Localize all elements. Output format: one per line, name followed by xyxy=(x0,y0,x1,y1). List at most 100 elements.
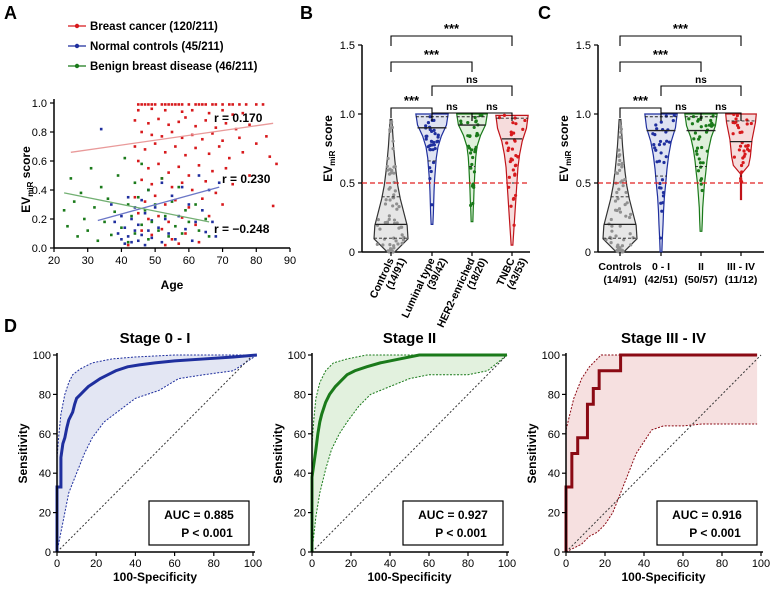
data-point-cancer xyxy=(197,103,201,106)
data-point-cancer xyxy=(224,166,228,170)
data-point-cancer xyxy=(167,171,170,174)
data-point-cancer xyxy=(143,148,147,151)
violin-data-point xyxy=(661,190,666,195)
violin-data-point xyxy=(747,149,751,153)
violin-data-point xyxy=(424,137,428,141)
data-point-benign xyxy=(99,185,103,189)
data-point-cancer xyxy=(136,211,140,215)
violin-data-point xyxy=(431,160,436,165)
data-point-cancer xyxy=(248,123,251,127)
violin-data-point xyxy=(378,227,382,231)
violin-data-point xyxy=(653,133,657,137)
violin-data-point xyxy=(472,170,477,174)
y-tick-label: 20 xyxy=(39,508,51,520)
violin-data-point xyxy=(618,158,622,163)
data-point-cancer xyxy=(167,220,170,224)
violin-data-point xyxy=(433,132,437,136)
violin-data-point xyxy=(507,185,511,189)
y-tick-label: 0 xyxy=(554,547,560,559)
violin-data-point xyxy=(618,153,622,157)
violin-data-point xyxy=(471,201,475,206)
data-point-benign xyxy=(89,166,93,170)
y-tick-label: 1.5 xyxy=(576,40,591,52)
x-tick-label: 60 xyxy=(168,558,180,570)
data-point-cancer xyxy=(187,174,191,177)
violin-data-point xyxy=(387,217,391,222)
y-tick-label: 1.0 xyxy=(32,98,47,110)
violin-data-point xyxy=(614,171,618,175)
violin-data-point xyxy=(697,157,701,161)
data-point-cancer xyxy=(184,232,187,235)
p-value-label: P < 0.001 xyxy=(689,526,741,540)
data-point-cancer xyxy=(153,142,157,145)
data-point-benign xyxy=(120,226,123,229)
violin-data-point xyxy=(436,139,440,143)
x-tick-label: 30 xyxy=(82,255,94,267)
data-point-cancer xyxy=(187,206,191,209)
violin-data-point xyxy=(697,137,701,141)
x-category-label: 0 - I xyxy=(652,261,670,273)
violin-data-point xyxy=(468,151,473,155)
x-category-label: II xyxy=(698,261,704,273)
data-point-control xyxy=(126,235,130,238)
significance-bracket xyxy=(660,112,702,121)
violin-data-point xyxy=(705,149,709,153)
violin-data-point xyxy=(662,142,666,146)
confidence-upper-line xyxy=(565,354,758,552)
violin-data-point xyxy=(618,224,622,228)
data-point-cancer xyxy=(170,130,174,134)
regression-line xyxy=(63,192,210,223)
significance-label: ns xyxy=(715,102,727,113)
significance-bracket xyxy=(431,112,473,121)
violin-data-point xyxy=(428,147,432,152)
y-tick-label: 60 xyxy=(39,429,51,441)
auc-label: AUC = 0.885 xyxy=(164,508,234,522)
violin-data-point xyxy=(690,122,695,126)
data-point-cancer xyxy=(167,123,170,127)
data-point-cancer xyxy=(157,162,160,166)
data-point-cancer xyxy=(207,111,211,115)
violin-data-point xyxy=(742,149,746,153)
data-point-cancer xyxy=(207,214,211,218)
data-point-benign xyxy=(123,156,127,160)
violin-data-point xyxy=(432,118,436,122)
data-point-cancer xyxy=(150,182,154,186)
data-point-cancer xyxy=(180,181,184,185)
data-point-control xyxy=(113,220,116,224)
violin-data-point xyxy=(432,128,436,132)
confidence-upper-line xyxy=(56,354,257,552)
x-tick-label: 20 xyxy=(48,255,60,267)
legend-label: Normal controls (45/211) xyxy=(90,41,224,53)
y-tick-label: 0.4 xyxy=(32,185,47,197)
significance-bracket xyxy=(390,35,513,46)
data-point-cancer xyxy=(201,137,204,141)
data-point-cancer xyxy=(147,103,150,106)
violin-data-point xyxy=(621,184,625,188)
confidence-lower-line xyxy=(311,354,508,553)
data-point-control xyxy=(153,206,157,209)
x-axis-title: 100-Specificity xyxy=(113,570,197,584)
data-point-benign xyxy=(106,197,110,200)
data-point-benign xyxy=(204,217,208,221)
violin-data-point xyxy=(661,201,665,205)
roc-curve xyxy=(564,353,758,552)
data-point-control xyxy=(197,174,201,177)
violin-data-point xyxy=(664,130,668,134)
data-point-cancer xyxy=(136,103,140,106)
violin-data-point xyxy=(466,134,470,138)
data-point-cancer xyxy=(221,108,224,112)
data-point-benign xyxy=(174,224,177,228)
data-point-cancer xyxy=(180,110,184,113)
violin-data-point xyxy=(432,140,436,144)
chart-title: Stage II xyxy=(383,330,436,347)
violin-data-point xyxy=(510,147,515,151)
data-point-control xyxy=(110,203,113,206)
data-point-cancer xyxy=(231,182,234,186)
violin-data-point xyxy=(387,187,391,191)
y-tick-label: 100 xyxy=(288,350,306,362)
data-point-benign xyxy=(126,203,130,206)
data-point-control xyxy=(126,195,130,199)
violin-data-point xyxy=(513,116,517,120)
data-point-cancer xyxy=(211,103,214,106)
